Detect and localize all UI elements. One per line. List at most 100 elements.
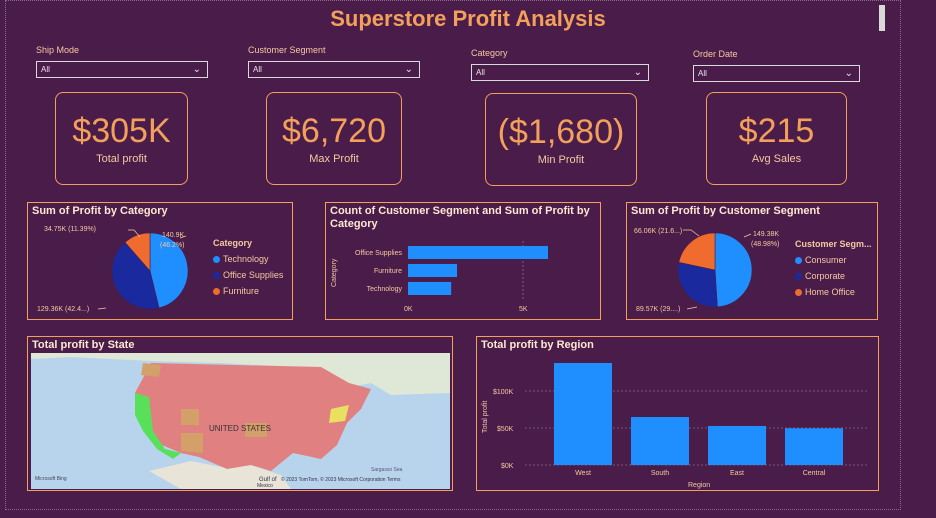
mexico-land	[149, 461, 291, 489]
region-bar-svg: $100K $50K $0K Total profit Region West S…	[482, 363, 867, 489]
pie-slice[interactable]	[111, 241, 160, 310]
country-label: UNITED STATES	[209, 424, 271, 433]
chart-profit-by-region[interactable]: Total profit by Region $100K $50K $0K To…	[476, 336, 879, 491]
legend: Category Technology Office Supplies Furn…	[213, 238, 283, 296]
legend-label: Consumer	[805, 255, 847, 265]
chart-title: Count of Customer Segment and Sum of Pro…	[330, 205, 590, 231]
chart-title: Sum of Profit by Category	[32, 205, 168, 217]
bar[interactable]	[408, 264, 457, 277]
kpi-value: $6,720	[282, 112, 386, 150]
y-axis-label: Category	[331, 258, 338, 287]
slicer-label: Category	[471, 48, 508, 58]
bing-logo: Microsoft Bing	[35, 476, 67, 482]
pie-category-svg: 34.75K (11.39%) 140.9K (46.2%) 129.36K (…	[37, 226, 189, 313]
legend-item[interactable]: Office Supplies	[213, 270, 283, 280]
slicer-label: Customer Segment	[248, 45, 326, 55]
x-tick-label: 5K	[519, 306, 528, 313]
data-label: 129.36K (42.4...)	[37, 306, 89, 313]
chart-title: Total profit by Region	[481, 339, 594, 351]
x-tick-label: Central	[803, 470, 826, 477]
legend-item[interactable]: Technology	[213, 254, 283, 264]
copyright-text: © 2023 TomTom, © 2023 Microsoft Corporat…	[281, 476, 401, 483]
chart-profit-by-segment[interactable]: Sum of Profit by Customer Segment 66.06K…	[626, 202, 878, 320]
slicer-label: Order Date	[693, 49, 738, 59]
pie-slice[interactable]	[124, 232, 151, 272]
kpi-value: $215	[738, 112, 815, 150]
dropdown-value: All	[476, 68, 485, 77]
bar[interactable]	[785, 428, 843, 465]
sea-label: Sargasso Sea	[371, 467, 403, 473]
x-tick-label: South	[651, 470, 669, 477]
circle-icon	[213, 271, 220, 279]
pie-slice[interactable]	[714, 232, 753, 308]
y-tick-label: Technology	[367, 286, 403, 293]
canada-land	[31, 353, 450, 395]
data-label: 66.06K (21.6...)	[634, 228, 682, 235]
dropdown-value: All	[253, 65, 262, 74]
kpi-label: Min Profit	[537, 154, 585, 166]
data-label: 34.75K (11.39%)	[44, 226, 96, 233]
x-tick-label: 0K	[404, 306, 413, 313]
category-dropdown[interactable]: All ⌄	[471, 64, 649, 81]
kpi-card-avg-sales[interactable]: $215 Avg Sales	[706, 92, 847, 185]
legend-label: Technology	[223, 254, 269, 264]
chevron-down-icon: ⌄	[633, 67, 642, 78]
y-tick-label: $50K	[497, 426, 514, 433]
legend-label: Home Office	[805, 287, 855, 297]
leader-line	[97, 307, 107, 310]
leader-line	[179, 235, 187, 239]
bar[interactable]	[408, 282, 452, 295]
dropdown-value: All	[41, 65, 50, 74]
pie-slice[interactable]	[677, 261, 718, 308]
gulf-label: Gulf of	[259, 477, 277, 483]
chart-profit-by-category[interactable]: Sum of Profit by Category 34.75K (11.39%…	[27, 202, 293, 320]
map-canvas[interactable]: UNITED STATES Sargasso Sea Gulf of Mexic…	[31, 353, 450, 489]
y-axis-label: Total profit	[482, 401, 489, 433]
map-profit-by-state[interactable]: Total profit by State UNITED STATES Sarg…	[27, 336, 453, 491]
kpi-card-min-profit[interactable]: ($1,680) Min Profit	[485, 93, 637, 186]
legend-item[interactable]: Home Office	[795, 287, 872, 297]
washington-state[interactable]	[141, 363, 161, 377]
pie-slice[interactable]	[678, 232, 716, 271]
legend-item[interactable]: Corporate	[795, 271, 872, 281]
utah-state[interactable]	[181, 409, 199, 425]
legend-item[interactable]: Furniture	[213, 286, 283, 296]
order-date-dropdown[interactable]: All ⌄	[693, 65, 860, 82]
leader-line	[683, 229, 700, 237]
legend-label: Furniture	[223, 286, 260, 296]
x-tick-label: East	[730, 470, 744, 477]
ship-mode-dropdown[interactable]: All ⌄	[36, 61, 208, 78]
kpi-value: $305K	[72, 112, 171, 150]
bar[interactable]	[408, 246, 548, 259]
chart-title-line: Category	[330, 218, 378, 230]
legend-item[interactable]: Consumer	[795, 255, 872, 265]
chart-segment-count-by-category[interactable]: Count of Customer Segment and Sum of Pro…	[325, 202, 601, 320]
data-label: 140.9K	[162, 232, 185, 239]
leader-line	[743, 233, 752, 238]
y-tick-label: $0K	[501, 463, 514, 470]
pie-slice[interactable]	[149, 232, 189, 309]
chevron-down-icon: ⌄	[844, 68, 853, 79]
x-tick-label: West	[575, 470, 591, 477]
mexico-label: Mexico	[257, 483, 273, 489]
california-state[interactable]	[135, 393, 181, 459]
scrollbar-thumb[interactable]	[879, 5, 885, 31]
report-canvas	[5, 0, 901, 510]
kpi-card-total-profit[interactable]: $305K Total profit	[55, 92, 188, 185]
legend-title: Category	[213, 238, 253, 248]
chevron-down-icon: ⌄	[404, 64, 413, 75]
data-label: 149.38K	[753, 231, 779, 238]
circle-icon	[795, 272, 802, 280]
texas-state[interactable]	[245, 423, 267, 437]
y-tick-label: Office Supplies	[355, 250, 402, 257]
bar[interactable]	[631, 417, 689, 465]
arizona-state[interactable]	[181, 433, 203, 453]
customer-segment-dropdown[interactable]: All ⌄	[248, 61, 420, 78]
kpi-card-max-profit[interactable]: $6,720 Max Profit	[266, 92, 402, 185]
bar[interactable]	[708, 426, 766, 465]
legend: Customer Segm... Consumer Corporate Home…	[795, 239, 872, 297]
virginia-state[interactable]	[329, 405, 349, 423]
slicer-category: Category All ⌄	[471, 48, 649, 81]
bar[interactable]	[554, 363, 612, 465]
data-label: 89.57K (29....)	[636, 306, 680, 313]
